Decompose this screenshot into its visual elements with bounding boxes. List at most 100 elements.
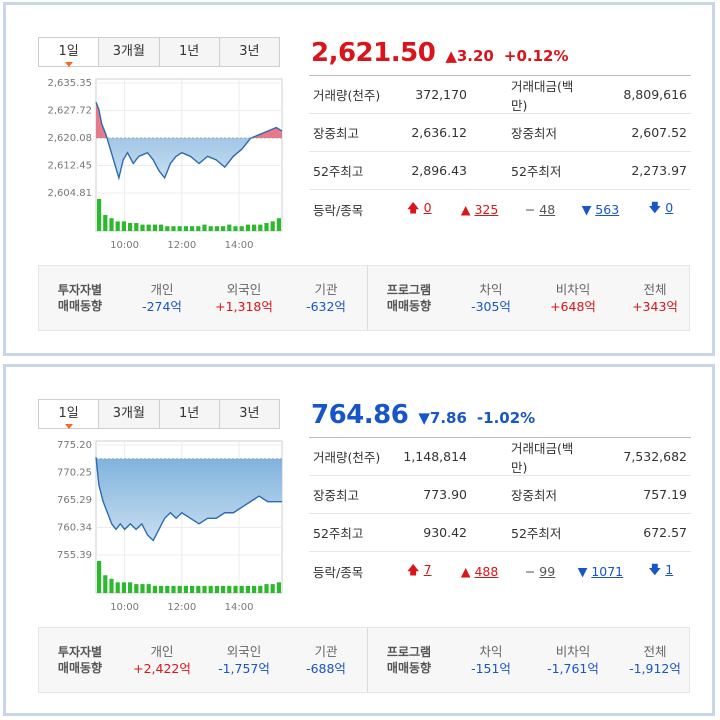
y-tick-label: 765.29	[57, 495, 92, 506]
volume-bar	[239, 585, 244, 593]
stat-value: 7,532,682	[623, 449, 687, 464]
volume-bar	[221, 585, 226, 593]
dash-icon: −	[524, 201, 536, 217]
down-count[interactable]: ▼ 1071	[577, 563, 624, 579]
stats-table: 거래량(천주) 1,148,814 거래대금(백만) 7,532,682 장중최…	[309, 437, 691, 590]
investor-institution: 기관 -632억	[306, 282, 346, 314]
volume-bar	[233, 585, 238, 593]
down-count[interactable]: ▼ 563	[581, 201, 620, 217]
x-tick-label: 14:00	[225, 602, 254, 613]
tab-1d[interactable]: 1일	[39, 400, 99, 429]
program-non-arbitrage: 비차익 +648억	[550, 282, 596, 314]
limit-up-count[interactable]: 🡅 0	[406, 199, 432, 215]
area-above-reference	[96, 102, 282, 138]
investor-trends: 투자자별 매매동향 개인 +2,422억 외국인 -1,757억 기관 -688억	[39, 628, 367, 692]
investor-trend-label: 투자자별 매매동향	[57, 283, 103, 313]
tab-1y[interactable]: 1년	[158, 400, 219, 428]
volume-bar	[140, 584, 145, 593]
triangle-up-icon: ▲	[460, 201, 471, 217]
breadth-counts: 🡅 7 ▲ 488 − 99 ▼ 1071 🡇 1	[389, 561, 691, 582]
volume-bar	[233, 226, 238, 231]
stats-row: 장중최고 773.90 장중최저 757.19	[309, 476, 691, 514]
volume-bar	[140, 224, 145, 231]
volume-bar	[103, 575, 108, 593]
stats-row: 52주최고 930.42 52주최저 672.57	[309, 514, 691, 552]
stat-value: 672.57	[643, 525, 687, 540]
triangle-up-icon: ▲	[460, 563, 471, 579]
tab-1y[interactable]: 1년	[158, 38, 219, 66]
up-count[interactable]: ▲ 488	[460, 563, 499, 579]
stat-value: 372,170	[415, 87, 467, 102]
stat-label: 52주최저	[511, 526, 562, 541]
stat-value: 1,148,814	[403, 449, 467, 464]
tab-3m[interactable]: 3개월	[98, 38, 158, 66]
program-trend-label: 프로그램 매매동향	[386, 645, 432, 675]
tab-3m[interactable]: 3개월	[98, 400, 158, 428]
kosdaq-panel: 1일 3개월 1년 3년 775.20 770.25 765.29 760.34 755…	[3, 364, 715, 716]
triangle-down-icon: ▼	[581, 201, 592, 217]
kospi-panel: 1일 3개월 1년 3년 2,635.35 2,627.72 2,620.08 2,6…	[3, 2, 715, 356]
program-arbitrage: 차익 -305억	[471, 282, 511, 314]
volume-bar	[239, 226, 244, 231]
price-line	[95, 102, 283, 181]
up-count[interactable]: ▲ 325	[460, 201, 499, 217]
investor-individual: 개인 +2,422억	[133, 644, 191, 676]
y-tick-label: 770.25	[57, 468, 92, 479]
program-total: 전체 -1,912억	[629, 644, 681, 676]
flat-count[interactable]: − 99	[524, 563, 556, 579]
tab-3y[interactable]: 3년	[218, 400, 279, 428]
breadth-label: 등락/종목	[313, 564, 364, 580]
volume-bar	[146, 224, 151, 231]
price-header: 2,621.50 ▲3.20 +0.12%	[311, 38, 691, 70]
stat-value: 8,809,616	[623, 87, 687, 102]
program-trends: 프로그램 매매동향 차익 -305억 비차익 +648억 전체 +343억	[367, 266, 696, 330]
volume-bar	[134, 223, 139, 231]
program-trends: 프로그램 매매동향 차익 -151억 비차익 -1,761억 전체 -1,912억	[367, 628, 696, 692]
price-header: 764.86 ▼7.86 -1.02%	[311, 400, 691, 432]
limit-down-count[interactable]: 🡇 0	[648, 199, 674, 215]
volume-bar	[159, 224, 164, 231]
y-tick-label: 2,604.81	[47, 188, 92, 199]
intraday-chart: 2,635.35 2,627.72 2,620.08 2,612.45 2,604.81…	[32, 73, 286, 253]
volume-bar	[183, 585, 188, 593]
stat-value: 757.19	[643, 487, 687, 502]
volume-bar	[221, 226, 226, 231]
volume-bar	[115, 582, 120, 593]
limit-up-count[interactable]: 🡅 7	[406, 561, 432, 577]
volume-bar	[208, 585, 213, 593]
limit-down-count[interactable]: 🡇 1	[648, 561, 674, 577]
flat-count[interactable]: − 48	[524, 201, 556, 217]
volume-bar	[208, 226, 213, 231]
x-tick-label: 14:00	[225, 240, 254, 251]
stat-label: 52주최고	[313, 164, 364, 179]
stat-value: 2,607.52	[631, 125, 687, 140]
volume-bar	[227, 224, 232, 231]
volume-bar	[196, 585, 201, 593]
x-tick-label: 10:00	[110, 602, 139, 613]
stat-value: 2,636.12	[411, 125, 467, 140]
stat-value: 2,896.43	[411, 163, 467, 178]
area-below-reference	[96, 458, 282, 541]
volume-bar	[245, 224, 250, 231]
investor-trends: 투자자별 매매동향 개인 -274억 외국인 +1,318억 기관 -632억	[39, 266, 367, 330]
tab-1d[interactable]: 1일	[39, 38, 99, 67]
trading-trends: 투자자별 매매동향 개인 +2,422억 외국인 -1,757억 기관 -688억 프로…	[38, 627, 690, 693]
investor-individual: 개인 -274억	[142, 282, 182, 314]
trading-trends: 투자자별 매매동향 개인 -274억 외국인 +1,318억 기관 -632억 프로그램…	[38, 265, 690, 331]
tab-3y[interactable]: 3년	[218, 38, 279, 66]
stats-row: 거래량(천주) 372,170 거래대금(백만) 8,809,616	[309, 76, 691, 114]
volume-bar	[121, 582, 126, 593]
volume-bar	[252, 224, 257, 231]
stats-row: 장중최고 2,636.12 장중최저 2,607.52	[309, 114, 691, 152]
stats-table: 거래량(천주) 372,170 거래대금(백만) 8,809,616 장중최고 …	[309, 75, 691, 228]
y-tick-label: 2,627.72	[47, 106, 92, 117]
x-tick-label: 12:00	[167, 602, 196, 613]
volume-bar	[202, 585, 207, 593]
stat-label: 거래대금(백만)	[511, 78, 574, 113]
volume-bar	[183, 226, 188, 231]
volume-bar	[227, 585, 232, 593]
active-tab-marker	[64, 62, 73, 67]
volume-bar	[258, 585, 263, 593]
index-change-pct: -1.02%	[476, 409, 536, 427]
volume-bar	[128, 223, 133, 231]
